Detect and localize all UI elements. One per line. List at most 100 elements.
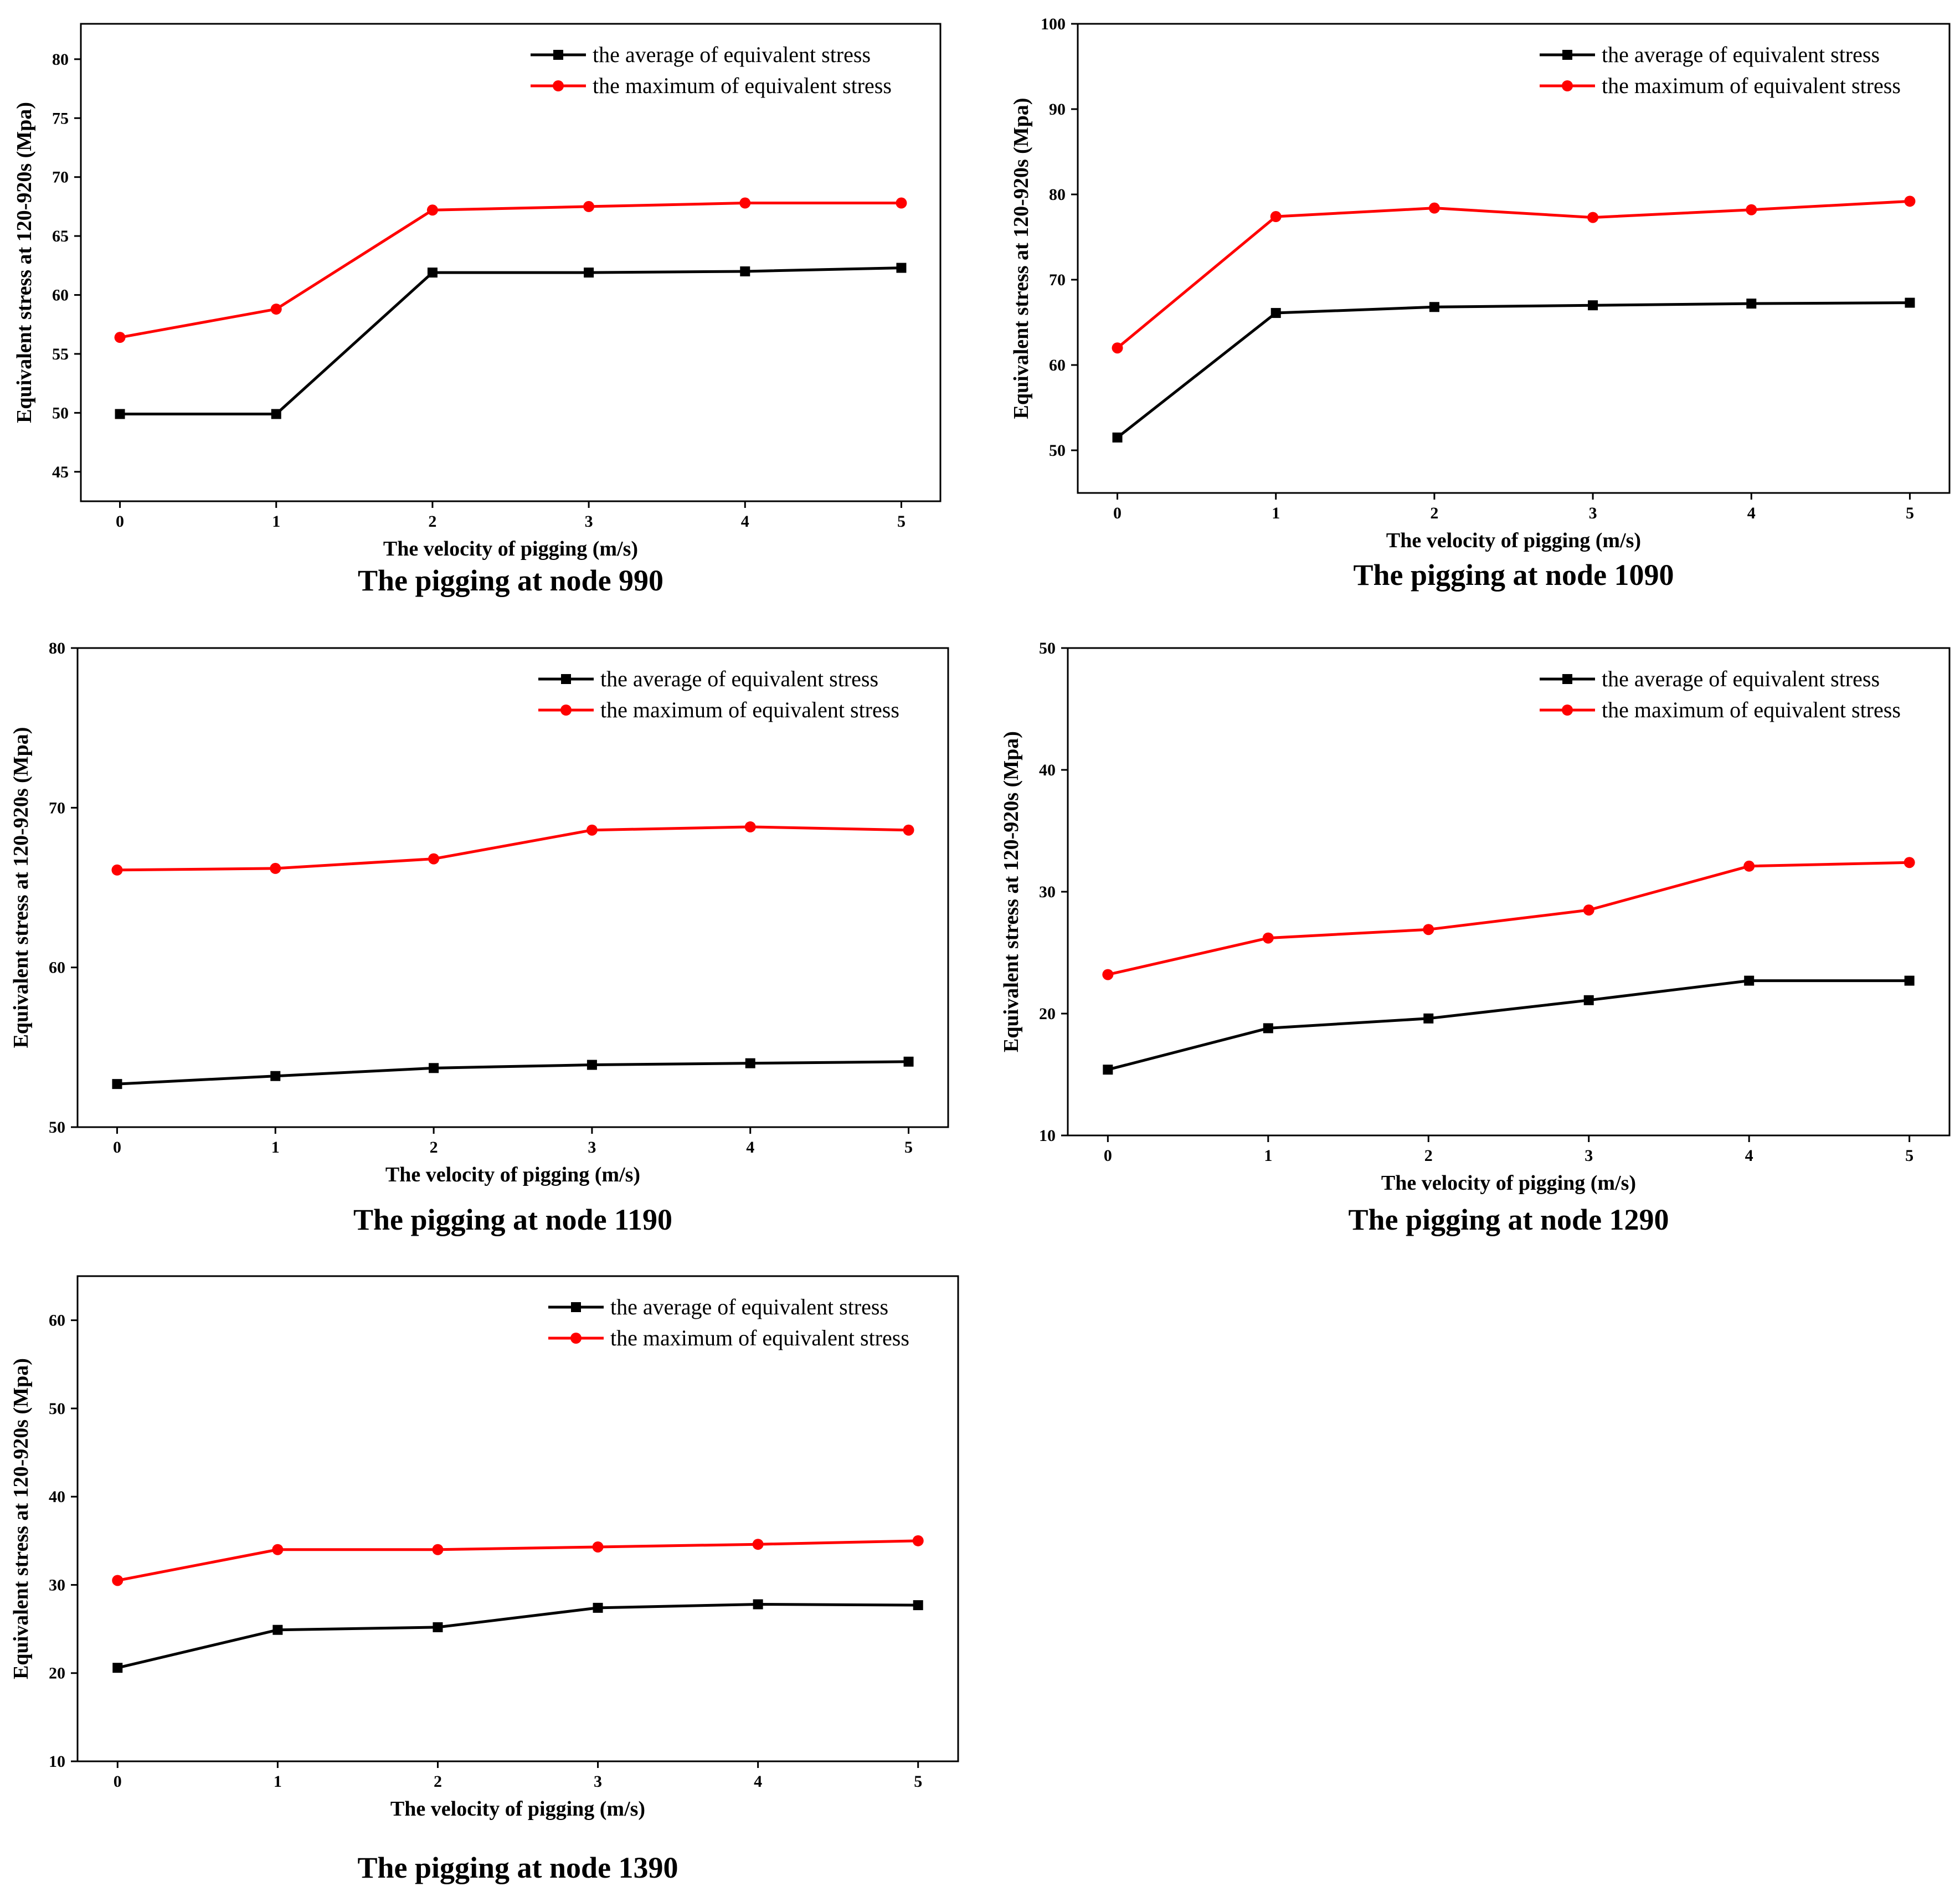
data-point-maximum [111,864,123,876]
x-tick-label: 4 [1745,1147,1753,1165]
series-line-maximum [120,202,902,339]
data-point-maximum [1102,969,1114,980]
y-tick-label: 80 [52,50,69,69]
x-tick-label: 3 [1589,504,1597,522]
x-tick-label: 3 [1585,1147,1593,1165]
x-tick-label: 2 [1430,504,1438,522]
x-tick-label: 2 [428,512,436,531]
chart-caption: The pigging at node 1190 [353,1203,672,1236]
y-axis-label: Equivalent stress at 120-920s (Mpa) [9,727,33,1048]
x-tick-label: 5 [1906,504,1914,522]
data-point-average [1904,975,1915,986]
data-point-maximum [583,201,595,212]
x-tick-label: 1 [271,1138,280,1156]
data-point-average [271,409,281,419]
data-point-maximum [912,1535,924,1546]
series-line-maximum [1107,861,1910,976]
data-point-average [270,1071,281,1081]
data-point-maximum [1262,932,1274,944]
y-tick-label: 40 [49,1488,65,1506]
x-tick-label: 0 [114,1772,122,1791]
legend-label: the maximum of equivalent stress [1602,697,1901,722]
data-point-maximum [112,1575,124,1586]
series-line-maximum [117,825,909,872]
y-axis-label: Equivalent stress at 120-920s (Mpa) [1010,98,1033,419]
chart-panel-node-1390: 10 20 30 40 50 60 0 1 2 3 4 5 The velocity of piggin… [9,1275,959,1884]
data-point-maximum [270,862,281,874]
y-tick-label: 50 [49,1118,65,1137]
data-point-average [115,409,125,419]
data-point-maximum [1904,857,1915,868]
y-tick-label: 30 [1039,883,1056,901]
x-tick-label: 1 [274,1772,282,1791]
x-tick-label: 0 [116,512,124,531]
x-axis-label: The velocity of pigging (m/s) [1386,529,1641,552]
legend-label: the average of equivalent stress [1602,42,1880,67]
legend-marker [571,1302,581,1312]
data-point-maximum [272,1544,284,1555]
data-point-average [433,1622,443,1632]
x-tick-label: 4 [746,1138,754,1156]
x-tick-label: 4 [754,1772,762,1791]
x-tick-label: 0 [1113,504,1122,522]
data-point-maximum [586,824,598,836]
legend-marker [561,674,571,684]
chart-panel-node-1290: 10 20 30 40 50 0 1 2 3 4 5 The velocity of pigging … [1000,639,1951,1236]
data-point-maximum [752,1539,764,1550]
data-point-average [272,1625,283,1635]
legend-marker [560,705,572,716]
x-axis-label: The velocity of pigging (m/s) [383,537,638,561]
data-point-average [1112,432,1123,443]
series-line-maximum [1116,199,1910,349]
chart-caption: The pigging at node 990 [358,564,663,597]
x-axis-label: The velocity of pigging (m/s) [1381,1171,1636,1195]
y-tick-label: 65 [52,227,69,245]
chart-caption: The pigging at node 1290 [1348,1203,1669,1236]
legend-marker [553,50,563,60]
legend-label: the average of equivalent stress [593,42,871,67]
data-point-average [896,263,907,273]
y-tick-label: 50 [1049,441,1066,460]
data-point-maximum [903,824,914,836]
y-axis-label: Equivalent stress at 120-920s (Mpa) [1000,731,1023,1052]
legend-marker [1562,705,1573,716]
data-point-maximum [1904,196,1916,207]
data-point-maximum [114,332,126,343]
data-point-average [740,266,750,276]
series-line-average [120,266,902,415]
y-tick-label: 80 [49,639,65,657]
y-tick-label: 80 [1049,186,1066,204]
data-point-average [1744,975,1755,986]
series-line-average [1107,979,1910,1071]
y-tick-label: 20 [1039,1005,1056,1023]
data-point-average [112,1663,123,1673]
series-line-average [1117,301,1910,439]
y-tick-label: 50 [1039,639,1056,657]
y-tick-label: 90 [1049,100,1066,119]
y-tick-label: 70 [49,799,65,817]
legend-label: the maximum of equivalent stress [593,73,892,98]
legend-marker [553,80,564,91]
data-point-maximum [744,821,756,832]
data-point-average [593,1602,603,1613]
x-tick-label: 4 [1747,504,1756,522]
data-point-average [1423,1013,1434,1024]
y-axis-label: Equivalent stress at 120-920s (Mpa) [13,102,36,423]
chart-panel-node-1090: 50 60 70 80 90 100 0 1 2 3 4 5 The velocity of piggi… [1010,15,1951,592]
x-tick-label: 2 [430,1138,438,1156]
legend-label: the average of equivalent stress [1602,666,1880,691]
x-tick-label: 0 [1104,1147,1112,1165]
series-line-maximum [117,1539,918,1582]
y-tick-label: 50 [52,404,69,422]
y-tick-label: 70 [1049,271,1066,289]
y-tick-label: 30 [49,1576,65,1594]
legend-marker [1562,50,1572,60]
data-point-average [745,1058,755,1068]
x-axis-label: The velocity of pigging (m/s) [390,1797,645,1821]
x-tick-label: 4 [741,512,749,531]
legend-label: the maximum of equivalent stress [600,697,899,722]
data-point-maximum [1583,904,1594,916]
legend-marker [1562,674,1572,684]
x-tick-label: 5 [914,1772,922,1791]
